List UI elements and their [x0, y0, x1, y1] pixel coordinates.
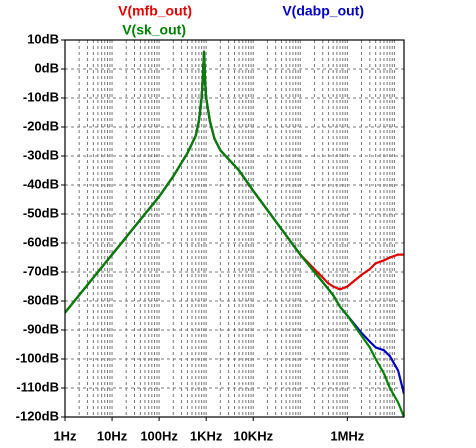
x-tick-label: 1KHz: [190, 428, 223, 443]
x-tick-label: 10KHz: [233, 428, 273, 443]
x-tick-label: 10Hz: [97, 428, 128, 443]
x-tick-label: 1MHz: [330, 428, 364, 443]
y-tick-label: -100dB: [16, 350, 59, 365]
y-tick-label: -70dB: [23, 263, 59, 278]
x-tick-label: 1Hz: [53, 428, 77, 443]
legend-label: V(sk_out): [122, 22, 186, 38]
y-tick-label: 0dB: [34, 60, 59, 75]
y-tick-label: -20dB: [23, 118, 59, 133]
y-tick-label: -40dB: [23, 176, 59, 191]
y-tick-label: -110dB: [16, 379, 59, 394]
plot-frame: [64, 39, 405, 418]
y-tick-label: -10dB: [23, 89, 59, 104]
series-line: [65, 50, 404, 417]
y-tick-label: -30dB: [23, 147, 59, 162]
y-tick-label: 10dB: [27, 31, 59, 46]
y-tick-label: -120dB: [16, 408, 59, 423]
plot-lines: [65, 50, 404, 417]
x-tick-label: 100Hz: [140, 428, 178, 443]
y-tick-label: -90dB: [23, 321, 59, 336]
y-tick-label: -50dB: [23, 205, 59, 220]
legend-label: V(dabp_out): [282, 3, 364, 19]
y-tick-label: -80dB: [23, 292, 59, 307]
grid: [64, 39, 404, 418]
y-tick-label: -60dB: [23, 234, 59, 249]
legend-label: V(mfb_out): [118, 3, 192, 19]
